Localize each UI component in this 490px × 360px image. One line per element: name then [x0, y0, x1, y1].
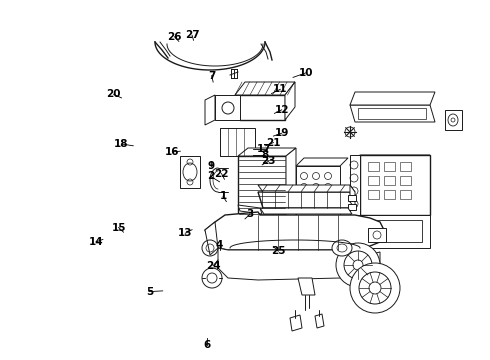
- Text: 12: 12: [274, 105, 289, 115]
- Bar: [400, 162, 411, 171]
- Text: 6: 6: [203, 340, 210, 350]
- Text: 3: 3: [246, 209, 253, 219]
- Text: 27: 27: [185, 30, 199, 40]
- Polygon shape: [235, 95, 285, 120]
- Text: 9: 9: [207, 161, 214, 171]
- Ellipse shape: [336, 243, 380, 287]
- Text: 19: 19: [274, 128, 289, 138]
- Bar: [400, 190, 411, 199]
- Bar: [384, 162, 395, 171]
- Polygon shape: [215, 95, 240, 120]
- Bar: [368, 176, 379, 185]
- Text: 24: 24: [206, 261, 220, 271]
- Polygon shape: [315, 314, 324, 328]
- Text: 4: 4: [216, 240, 223, 250]
- Text: 23: 23: [261, 156, 276, 166]
- Polygon shape: [205, 222, 218, 255]
- Text: 20: 20: [106, 89, 121, 99]
- Text: 11: 11: [273, 84, 288, 94]
- Bar: [358, 108, 426, 119]
- Polygon shape: [296, 158, 348, 166]
- Polygon shape: [445, 110, 462, 130]
- Polygon shape: [235, 82, 295, 95]
- Bar: [368, 162, 379, 171]
- Text: 1: 1: [220, 191, 226, 201]
- Ellipse shape: [202, 268, 222, 288]
- Bar: [384, 190, 395, 199]
- Text: 16: 16: [165, 147, 180, 157]
- Text: 18: 18: [114, 139, 129, 149]
- Bar: [368, 220, 422, 242]
- Text: 15: 15: [111, 222, 126, 233]
- Polygon shape: [286, 148, 296, 228]
- Polygon shape: [350, 155, 430, 165]
- Polygon shape: [350, 155, 360, 215]
- Bar: [348, 204, 356, 210]
- Polygon shape: [360, 215, 430, 248]
- Polygon shape: [350, 92, 435, 105]
- Ellipse shape: [332, 240, 352, 256]
- Text: 26: 26: [167, 32, 182, 42]
- Polygon shape: [180, 156, 200, 188]
- Bar: [238, 156, 286, 228]
- Ellipse shape: [350, 263, 400, 313]
- Text: 21: 21: [266, 138, 281, 148]
- Polygon shape: [260, 208, 352, 214]
- Polygon shape: [238, 148, 296, 156]
- Bar: [368, 190, 379, 199]
- Bar: [384, 176, 395, 185]
- Polygon shape: [238, 205, 262, 214]
- Text: 7: 7: [208, 71, 216, 81]
- Text: 25: 25: [271, 246, 286, 256]
- Polygon shape: [350, 185, 355, 208]
- Polygon shape: [360, 155, 430, 215]
- Polygon shape: [205, 212, 385, 250]
- Text: 17: 17: [257, 144, 272, 154]
- Polygon shape: [285, 82, 295, 120]
- Text: 5: 5: [146, 287, 153, 297]
- Polygon shape: [258, 185, 355, 192]
- Ellipse shape: [359, 272, 391, 304]
- Text: 2: 2: [207, 171, 214, 181]
- Bar: [368, 228, 386, 242]
- Bar: [400, 176, 411, 185]
- Bar: [348, 195, 356, 201]
- Ellipse shape: [344, 251, 372, 279]
- Bar: [220, 128, 255, 156]
- Polygon shape: [350, 105, 435, 122]
- Polygon shape: [298, 278, 315, 295]
- Polygon shape: [290, 315, 302, 331]
- Text: 13: 13: [178, 228, 193, 238]
- Text: 8: 8: [261, 150, 268, 160]
- Text: 10: 10: [299, 68, 314, 78]
- Text: 14: 14: [89, 237, 103, 247]
- Polygon shape: [218, 248, 380, 282]
- Text: 22: 22: [214, 168, 229, 179]
- Polygon shape: [205, 95, 215, 125]
- Polygon shape: [258, 192, 355, 208]
- Bar: [296, 166, 340, 221]
